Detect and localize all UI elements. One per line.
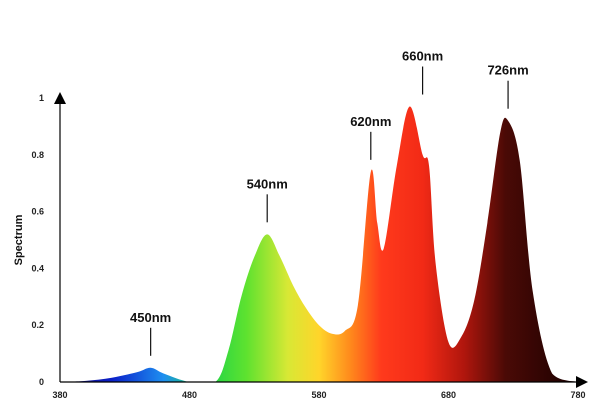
spectrum-area (60, 106, 578, 383)
x-tick-labels: 380 480 580 680 780 (52, 390, 585, 400)
peak-label: 660nm (402, 49, 443, 64)
y-tick-label: 0.4 (31, 263, 44, 273)
x-tick-label: 480 (182, 390, 197, 400)
y-tick-labels: 0 0.2 0.4 0.6 0.8 1 (31, 93, 44, 387)
peak-label: 726nm (487, 63, 528, 78)
y-tick-label: 0.8 (31, 150, 44, 160)
x-tick-label: 580 (311, 390, 326, 400)
y-axis-label: Spectrum (13, 214, 25, 265)
x-tick-label: 680 (441, 390, 456, 400)
x-tick-label: 780 (570, 390, 585, 400)
y-axis-arrow-icon (54, 92, 66, 104)
peak-label: 620nm (350, 114, 391, 129)
peak-annotations: 450nm 540nm 620nm 660nm 726nm (130, 49, 529, 356)
y-tick-label: 1 (39, 93, 44, 103)
y-tick-label: 0.2 (31, 320, 44, 330)
x-tick-label: 380 (52, 390, 67, 400)
y-tick-label: 0 (39, 377, 44, 387)
peak-label: 450nm (130, 310, 171, 325)
x-axis-arrow-icon (576, 376, 588, 388)
peak-label: 540nm (247, 176, 288, 191)
y-tick-label: 0.6 (31, 207, 44, 217)
